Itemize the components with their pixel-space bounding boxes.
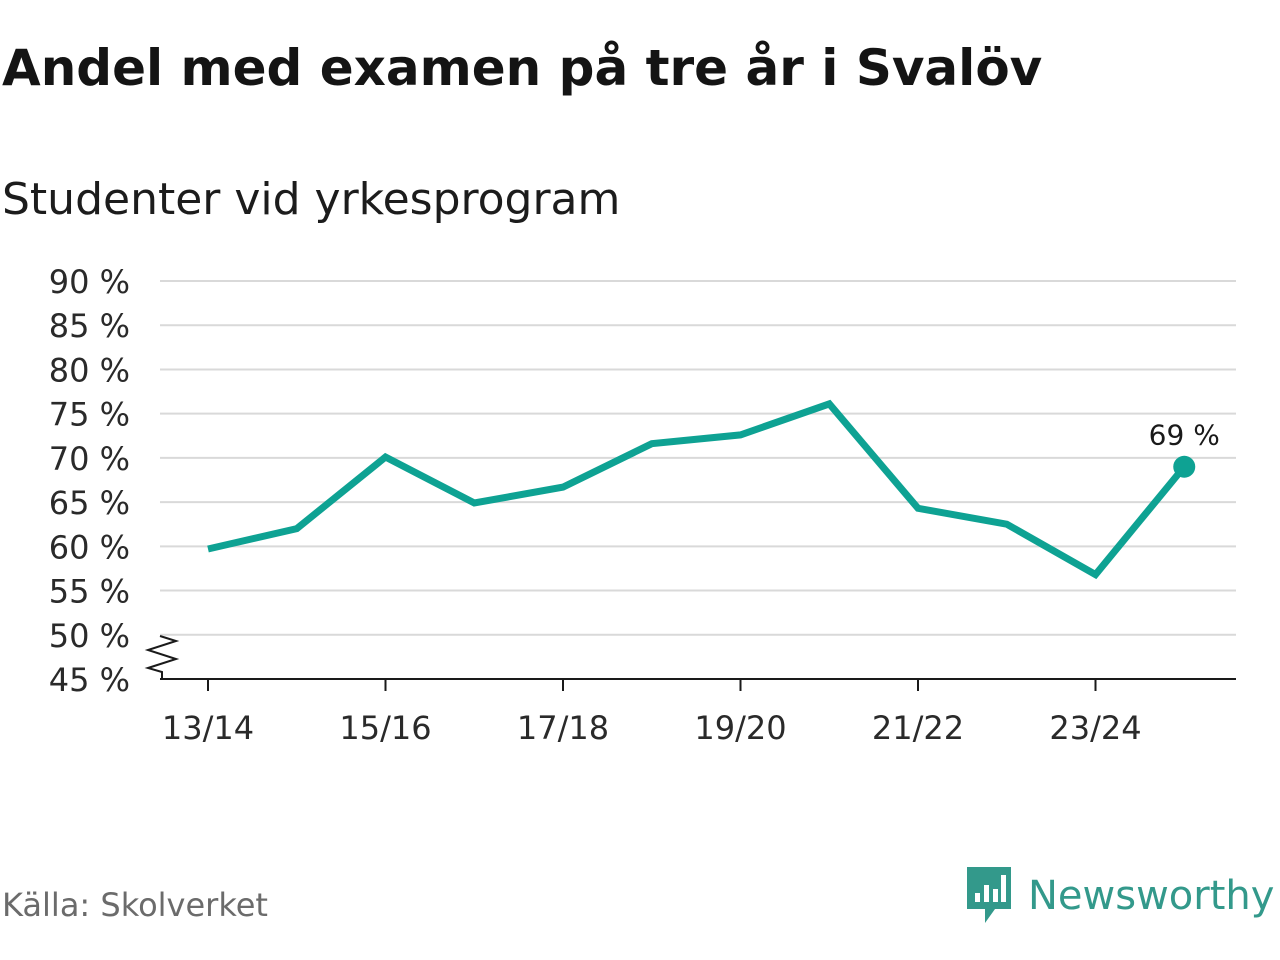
series: 69 %: [207, 399, 1220, 580]
x-tick-label: 19/20: [694, 709, 786, 747]
y-tick-label: 80 %: [49, 351, 130, 389]
newsworthy-logo-icon: [967, 867, 1011, 923]
y-tick-label: 85 %: [49, 307, 130, 345]
gridlines: [160, 280, 1236, 636]
y-tick-label: 90 %: [49, 263, 130, 301]
y-tick-label: 65 %: [49, 484, 130, 522]
y-tick-label: 45 %: [49, 661, 130, 699]
x-tick-label: 21/22: [872, 709, 964, 747]
brand-name: Newsworthy: [1028, 873, 1275, 919]
x-axis-tick-labels: 13/14 15/16 17/18 19/20 21/22 23/24: [162, 709, 1142, 747]
axis-break-icon: [144, 635, 180, 679]
x-tick-label: 23/24: [1049, 709, 1141, 747]
x-axis: [144, 635, 1236, 691]
y-tick-label: 50 %: [49, 617, 130, 655]
chart-title: Andel med examen på tre år i Svalöv: [2, 39, 1043, 97]
brand: Newsworthy: [964, 864, 1274, 928]
series-line: [207, 399, 1188, 580]
y-tick-label: 60 %: [49, 528, 130, 566]
last-point-label: 69 %: [1149, 419, 1220, 452]
last-point-marker: [1173, 455, 1196, 478]
source-note: Källa: Skolverket: [2, 886, 268, 924]
x-tick-label: 15/16: [339, 709, 431, 747]
y-axis-tick-labels: 45 % 50 % 55 % 60 % 65 % 70 % 75 % 80 % 85 % 90 %: [49, 263, 130, 699]
x-tick-label: 13/14: [162, 709, 254, 747]
chart-subtitle: Studenter vid yrkesprogram: [2, 174, 621, 225]
x-tick-label: 17/18: [517, 709, 609, 747]
y-tick-label: 70 %: [49, 440, 130, 478]
y-tick-label: 75 %: [49, 396, 130, 434]
y-tick-label: 55 %: [49, 573, 130, 611]
